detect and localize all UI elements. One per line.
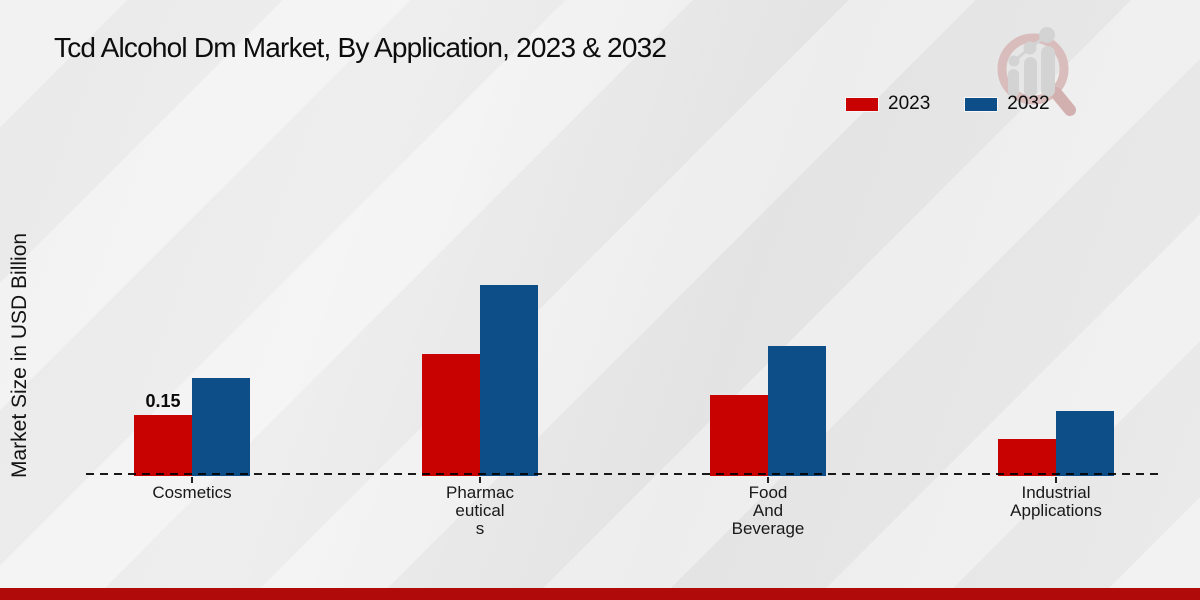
x-axis-category-label-cosmetics: Cosmetics bbox=[152, 483, 232, 502]
legend-item-2023: 2023 bbox=[845, 93, 930, 115]
bar-2023-pharmaceuticals bbox=[422, 354, 480, 476]
x-axis-category-label-pharmaceuticals: Pharmac eutical s bbox=[445, 483, 515, 538]
bar-group-cosmetics: 0.15 Cosmetics bbox=[134, 378, 250, 502]
bar-2032-cosmetics bbox=[192, 378, 250, 476]
x-axis-category-label-food-and-beverage: Food And Beverage bbox=[731, 483, 805, 538]
bar-group-pharmaceuticals: Pharmac eutical s bbox=[422, 285, 538, 538]
chart-title: Tcd Alcohol Dm Market, By Application, 2… bbox=[54, 32, 667, 63]
bar-2023-food-and-beverage bbox=[710, 395, 768, 476]
legend-label-2032: 2032 bbox=[1007, 93, 1050, 114]
plot-area: 0.15 Cosmetics Pharmac eutical s Food And B… bbox=[48, 285, 1200, 538]
legend-swatch-2023 bbox=[845, 96, 879, 112]
bar-2032-industrial-applications bbox=[1056, 411, 1114, 476]
x-axis-tick-cosmetics bbox=[191, 477, 193, 483]
x-axis-tick-food-and-beverage bbox=[767, 477, 769, 483]
legend-label-2023: 2023 bbox=[888, 93, 931, 114]
legend-swatch-2032 bbox=[964, 96, 999, 112]
bar-2032-pharmaceuticals bbox=[480, 285, 538, 476]
bar-group-industrial-applications: Industrial Applications bbox=[998, 411, 1114, 520]
bar-2032-food-and-beverage bbox=[768, 346, 826, 476]
legend: 2023 2032 bbox=[845, 93, 1050, 115]
x-axis-tick-pharmaceuticals bbox=[479, 477, 481, 483]
x-axis-category-label-industrial-applications: Industrial Applications bbox=[1010, 483, 1102, 520]
bar-2023-cosmetics bbox=[134, 415, 192, 476]
x-axis-baseline bbox=[86, 473, 1160, 475]
bar-value-label-cosmetics: 0.15 bbox=[145, 391, 181, 411]
legend-item-2032: 2032 bbox=[964, 93, 1050, 115]
y-axis-label: Market Size in USD Billion bbox=[8, 232, 31, 478]
bar-group-food-and-beverage: Food And Beverage bbox=[710, 346, 826, 538]
bar-2023-industrial-applications bbox=[998, 439, 1056, 476]
footer-accent-bar bbox=[0, 588, 1200, 600]
x-axis-tick-industrial-applications bbox=[1055, 477, 1057, 483]
